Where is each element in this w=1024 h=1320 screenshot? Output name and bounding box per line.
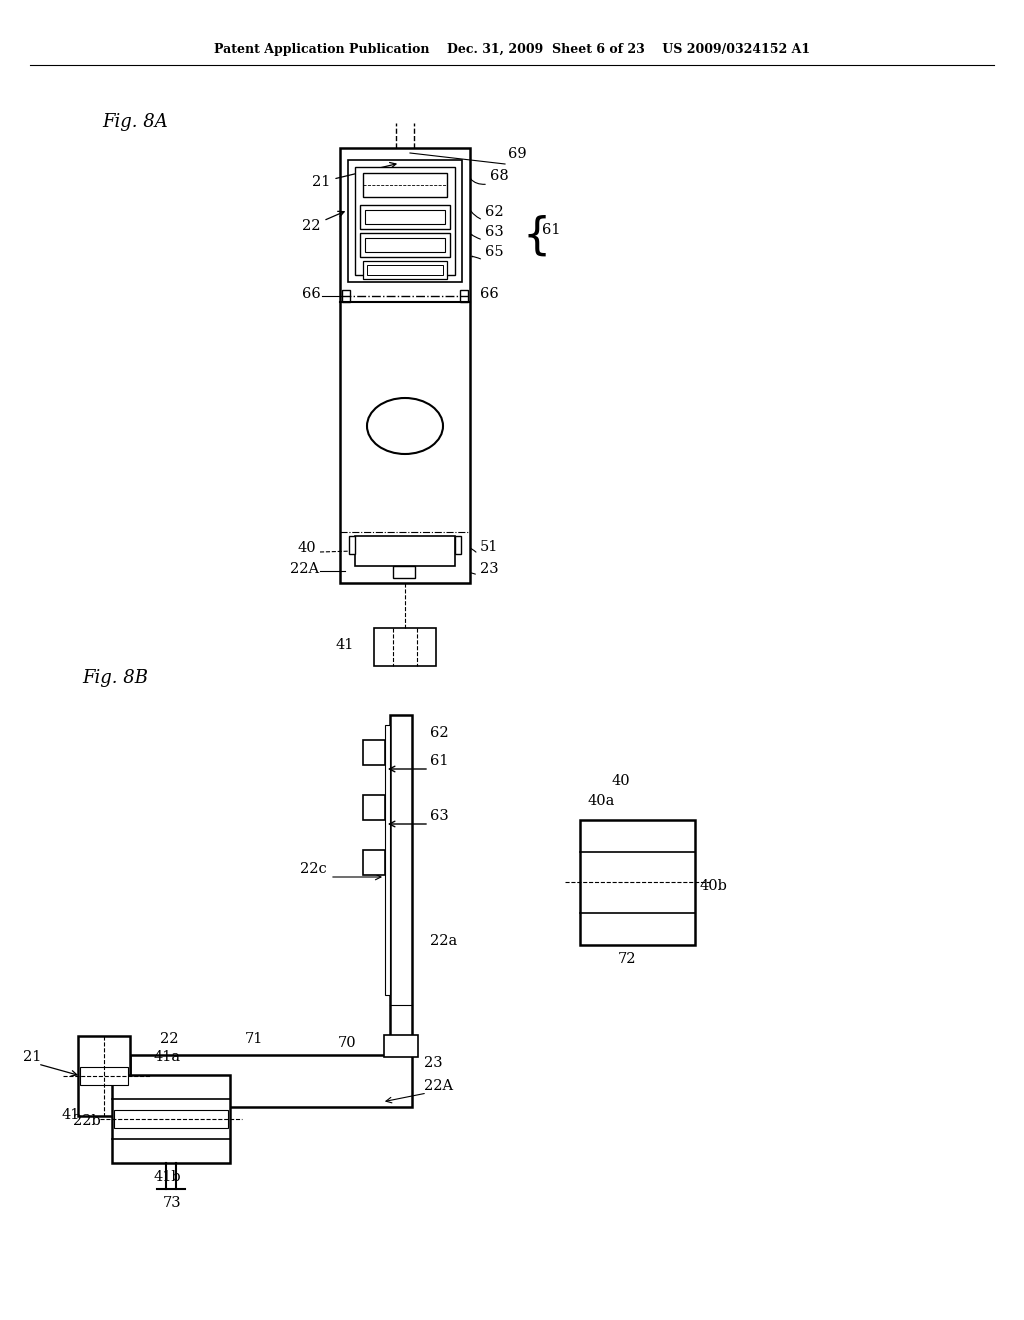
- Text: 69: 69: [508, 147, 526, 161]
- FancyArrowPatch shape: [472, 256, 480, 259]
- Text: 63: 63: [430, 809, 449, 822]
- Bar: [580, 913, 695, 945]
- Bar: [390, 715, 412, 1055]
- Bar: [130, 1055, 412, 1107]
- Text: 22A: 22A: [424, 1078, 454, 1093]
- Bar: [393, 566, 415, 578]
- Text: 63: 63: [485, 224, 504, 239]
- Text: 71: 71: [245, 1032, 263, 1045]
- Bar: [112, 1074, 230, 1163]
- Bar: [355, 168, 455, 275]
- Bar: [384, 1035, 418, 1057]
- FancyArrowPatch shape: [470, 210, 480, 219]
- Bar: [348, 160, 462, 282]
- Text: {: {: [522, 214, 550, 257]
- Text: 41: 41: [336, 638, 354, 652]
- Text: 41a: 41a: [154, 1049, 181, 1064]
- Text: 65: 65: [485, 246, 504, 259]
- Bar: [349, 536, 355, 554]
- Bar: [362, 173, 447, 197]
- Bar: [580, 820, 695, 945]
- Bar: [362, 261, 447, 279]
- Bar: [78, 1036, 130, 1115]
- Text: 21: 21: [23, 1049, 41, 1064]
- Text: 23: 23: [480, 562, 499, 576]
- Text: 66: 66: [302, 286, 321, 301]
- Bar: [460, 290, 468, 302]
- Text: Patent Application Publication    Dec. 31, 2009  Sheet 6 of 23    US 2009/032415: Patent Application Publication Dec. 31, …: [214, 44, 810, 57]
- Text: 40: 40: [612, 774, 631, 788]
- Bar: [112, 1139, 230, 1163]
- Text: 40a: 40a: [588, 795, 615, 808]
- Text: 22: 22: [160, 1032, 178, 1045]
- Bar: [340, 148, 470, 583]
- Text: Fig. 8A: Fig. 8A: [102, 114, 168, 131]
- Bar: [580, 820, 695, 851]
- Text: 41b: 41b: [154, 1170, 181, 1184]
- Bar: [455, 536, 461, 554]
- Bar: [78, 1036, 130, 1115]
- Text: 61: 61: [542, 223, 560, 238]
- Text: 40: 40: [298, 541, 316, 554]
- Bar: [365, 238, 445, 252]
- Bar: [362, 850, 385, 875]
- Text: Fig. 8B: Fig. 8B: [82, 669, 148, 686]
- Text: 22: 22: [302, 211, 344, 234]
- FancyArrowPatch shape: [414, 569, 475, 577]
- Text: 66: 66: [480, 286, 499, 301]
- Bar: [342, 290, 350, 302]
- Text: 61: 61: [430, 754, 449, 768]
- Text: 22A: 22A: [290, 562, 319, 576]
- FancyArrowPatch shape: [459, 544, 476, 552]
- Text: 22c: 22c: [300, 862, 327, 876]
- Bar: [360, 205, 450, 228]
- FancyArrowPatch shape: [471, 180, 485, 185]
- Bar: [355, 536, 455, 566]
- Bar: [390, 715, 412, 1055]
- Text: 21: 21: [312, 162, 396, 189]
- Text: 73: 73: [163, 1196, 181, 1210]
- Text: 72: 72: [618, 952, 637, 966]
- Bar: [374, 628, 436, 667]
- Bar: [367, 265, 443, 275]
- Bar: [80, 1067, 128, 1085]
- Text: 22b: 22b: [73, 1114, 100, 1129]
- Bar: [360, 234, 450, 257]
- Text: 70: 70: [338, 1036, 356, 1049]
- Text: 62: 62: [430, 726, 449, 741]
- Bar: [365, 210, 445, 224]
- Bar: [385, 725, 390, 995]
- Text: 51: 51: [480, 540, 499, 554]
- Text: 22a: 22a: [430, 935, 458, 948]
- Bar: [114, 1110, 228, 1129]
- Text: 41: 41: [62, 1107, 80, 1122]
- Text: 23: 23: [424, 1056, 442, 1071]
- Bar: [130, 1055, 412, 1107]
- Text: 62: 62: [485, 205, 504, 219]
- Text: 68: 68: [490, 169, 509, 183]
- Bar: [112, 1074, 230, 1100]
- FancyArrowPatch shape: [471, 235, 480, 239]
- Text: 40b: 40b: [700, 879, 728, 894]
- Bar: [362, 795, 385, 820]
- Bar: [362, 741, 385, 766]
